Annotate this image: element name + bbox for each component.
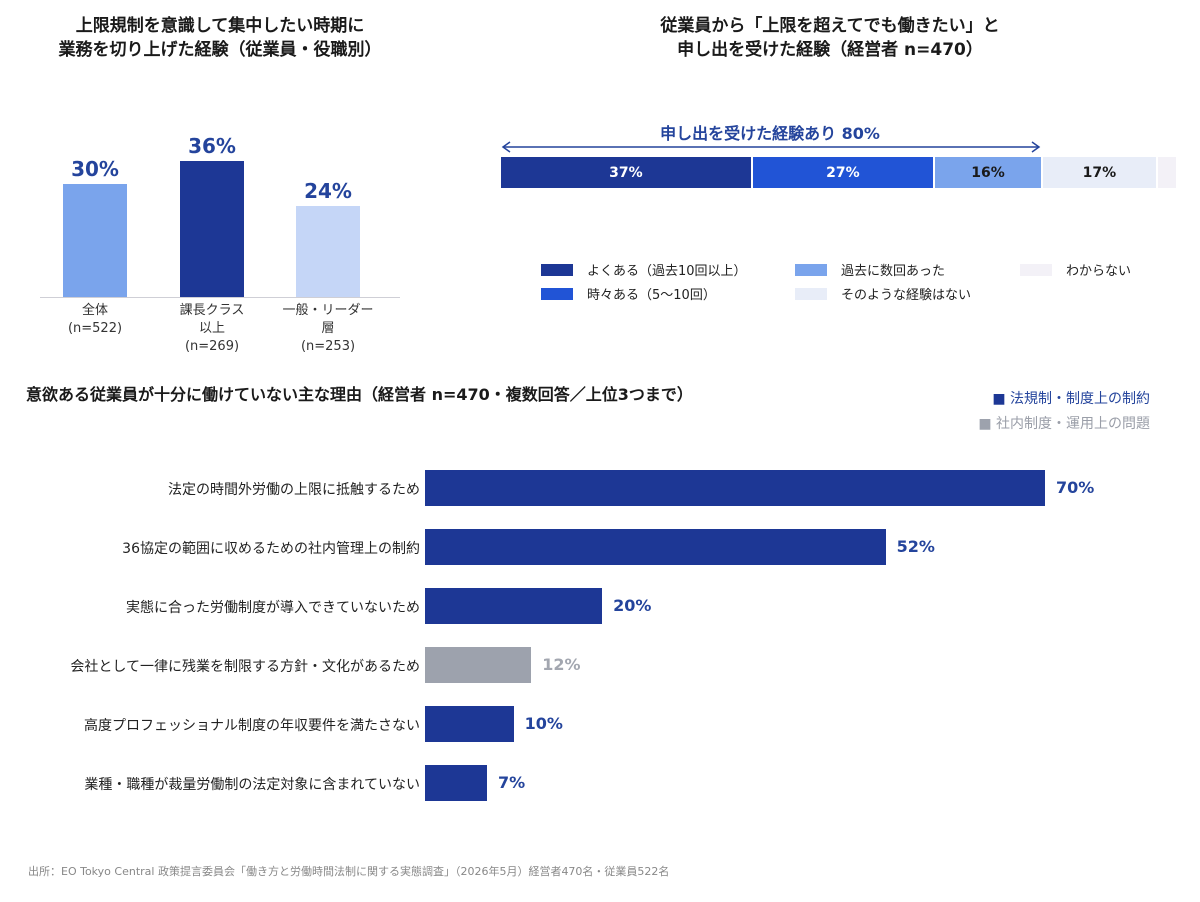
- reason-value-label: 20%: [613, 596, 652, 615]
- reason-bar-3: [425, 588, 603, 624]
- reason-value-label: 7%: [498, 773, 526, 792]
- panel1-title-line2: 業務を切り上げた経験（従業員・役職別）: [58, 40, 382, 60]
- reason-bar-6: [425, 765, 487, 801]
- reason-label: 36協定の範囲に収めるための社内管理上の制約: [122, 541, 420, 557]
- legend-item: わからない: [1020, 260, 1131, 279]
- source-note: 出所：EO Tokyo Central 政策提言委員会「働き方と労働時間法制に関…: [28, 865, 670, 878]
- vbar-2: [180, 161, 244, 297]
- legend-label: わからない: [1066, 264, 1132, 279]
- panel1-title: 上限規制を意識して集中したい時期に 業務を切り上げた経験（従業員・役職別）: [20, 14, 420, 62]
- legend-label: 過去に数回あった: [841, 264, 946, 279]
- vbar-3: [296, 206, 360, 297]
- vbar-value-label: 36%: [188, 134, 236, 158]
- stack-segment-label: 16%: [971, 164, 1005, 181]
- reason-legend-item: ■ 法規制・制度上の制約: [992, 388, 1150, 408]
- legend-item: 過去に数回あった: [795, 260, 945, 279]
- reason-label: 会社として一律に残業を制限する方針・文化があるため: [70, 659, 420, 675]
- vbar-category-label: 課長クラス以上 (n=269): [152, 302, 272, 356]
- panel2-title-line1: 従業員から「上限を超えてでも働きたい」と: [660, 16, 1000, 36]
- reason-legend-item: ■ 社内制度・運用上の問題: [978, 413, 1150, 433]
- category-line: (n=269): [184, 339, 240, 354]
- category-line: 課長クラス: [179, 303, 245, 318]
- category-line: 以上: [198, 321, 225, 336]
- reason-bar-1: [425, 470, 1045, 506]
- legend-swatch: [795, 287, 827, 300]
- stack-segment-3: 16%: [933, 157, 1041, 188]
- category-line: 一般・リーダー: [282, 303, 374, 318]
- stack-segment-4: 17%: [1041, 157, 1156, 188]
- reason-bar-4: [425, 647, 532, 683]
- vbar-value-label: 24%: [304, 179, 352, 203]
- stack-segment-label: 17%: [1082, 164, 1117, 181]
- legend-swatch: [1020, 263, 1052, 276]
- legend-swatch: [541, 287, 573, 300]
- panel2-title: 従業員から「上限を超えてでも働きたい」と 申し出を受けた経験（経営者 n=470…: [600, 14, 1060, 62]
- legend-swatch: [795, 263, 827, 276]
- category-line: (n=253): [300, 339, 356, 354]
- stack-segment-5: [1155, 157, 1176, 188]
- stack-segment-label: 37%: [609, 164, 643, 181]
- reason-legend-label: 社内制度・運用上の問題: [996, 416, 1150, 432]
- reason-label: 高度プロフェッショナル制度の年収要件を満たさない: [84, 718, 420, 734]
- legend-swatch: [541, 263, 573, 276]
- panel3-title: 意欲ある従業員が十分に働けていない主な理由（経営者 n=470・複数回答／上位3…: [26, 385, 693, 404]
- vbar-1: [63, 184, 127, 297]
- category-line: 層: [321, 321, 335, 336]
- stack-segment-label: 27%: [826, 164, 860, 181]
- stack-segment-1: 37%: [501, 157, 751, 188]
- legend-label: 時々ある（5〜10回）: [587, 288, 716, 303]
- vbar-category-label: 一般・リーダー層 (n=253): [268, 302, 388, 356]
- panel1-title-line1: 上限規制を意識して集中したい時期に: [75, 16, 365, 36]
- vbar-value-label: 30%: [71, 157, 119, 181]
- legend-item: 時々ある（5〜10回）: [541, 284, 716, 303]
- reason-value-label: 12%: [542, 655, 581, 674]
- reason-label: 実態に合った労働制度が導入できていないため: [126, 600, 420, 616]
- reason-value-label: 52%: [896, 537, 935, 556]
- bracket-label: 申し出を受けた経験あり 80%: [660, 124, 880, 143]
- category-line: (n=522): [67, 321, 123, 336]
- reason-bar-5: [425, 706, 514, 742]
- legend-item: よくある（過去10回以上）: [541, 260, 747, 279]
- category-line: 全体: [81, 303, 108, 318]
- vbar-category-label: 全体 (n=522): [35, 302, 155, 338]
- legend-item: そのような経験はない: [795, 284, 971, 303]
- vbar-baseline: [40, 297, 400, 298]
- reason-legend-square: ■: [992, 391, 1010, 407]
- reason-value-label: 70%: [1056, 478, 1095, 497]
- reason-legend-square: ■: [978, 416, 996, 432]
- bracket-arrow: [501, 141, 1041, 153]
- reason-bar-2: [425, 529, 886, 565]
- reason-label: 法定の時間外労働の上限に抵触するため: [168, 482, 420, 498]
- reason-label: 業種・職種が裁量労働制の法定対象に含まれていない: [84, 777, 420, 793]
- reason-value-label: 10%: [524, 714, 563, 733]
- legend-label: よくある（過去10回以上）: [587, 264, 747, 279]
- stack-segment-2: 27%: [750, 157, 933, 188]
- reason-legend-label: 法規制・制度上の制約: [1010, 391, 1150, 407]
- legend-label: そのような経験はない: [841, 288, 972, 303]
- panel2-title-line2: 申し出を受けた経験（経営者 n=470）: [677, 40, 983, 60]
